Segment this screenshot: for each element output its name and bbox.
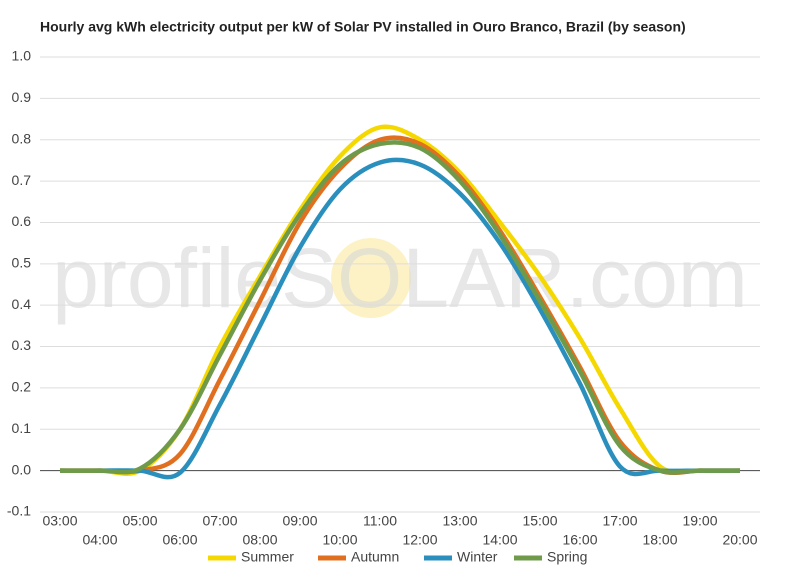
x-tick-label: 03:00 [42,513,77,529]
x-tick-label: 05:00 [122,513,157,529]
y-tick-label: 0.1 [12,420,32,436]
y-tick-label: 0.2 [12,379,32,395]
series-line [59,140,740,475]
x-tick-label: 04:00 [82,532,117,548]
legend-label: Autumn [351,549,399,565]
legend-label: Spring [547,549,587,565]
watermark: profileSOLAR.com [52,231,748,325]
x-tick-label: 20:00 [722,532,757,548]
series-line [59,135,740,476]
watermark-text: profileSOLAR.com [52,231,748,325]
x-tick-label: 06:00 [162,532,197,548]
x-tick-label: 12:00 [402,532,437,548]
x-tick-label: 14:00 [482,532,517,548]
y-tick-label: 0.5 [12,255,32,271]
legend-label: Summer [241,549,294,565]
x-tick-label: 11:00 [363,513,397,529]
series-line [59,157,740,480]
x-tick-label: 09:00 [282,513,317,529]
watermark-sun [331,238,411,318]
x-tick-label: 19:00 [682,513,717,529]
x-tick-label: 18:00 [642,532,677,548]
y-tick-label: 0.4 [12,296,32,312]
y-tick-label: 0.6 [12,213,32,229]
x-tick-label: 08:00 [242,532,277,548]
x-tick-label: 17:00 [602,513,637,529]
y-tick-label: 0.7 [12,172,32,188]
y-tick-label: 1.0 [12,48,32,64]
y-tick-label: 0.3 [12,337,32,353]
y-tick-label: 0.9 [12,89,32,105]
x-tick-label: 07:00 [202,513,237,529]
legend-label: Winter [457,549,498,565]
x-tick-label: 15:00 [522,513,557,529]
x-tick-label: 13:00 [442,513,477,529]
y-tick-label: 0.0 [12,461,32,477]
y-tick-label: 0.8 [12,130,32,146]
chart-title: Hourly avg kWh electricity output per kW… [40,19,686,35]
x-tick-label: 16:00 [562,532,597,548]
y-tick-label: -0.1 [7,503,31,519]
x-tick-label: 10:00 [322,532,357,548]
